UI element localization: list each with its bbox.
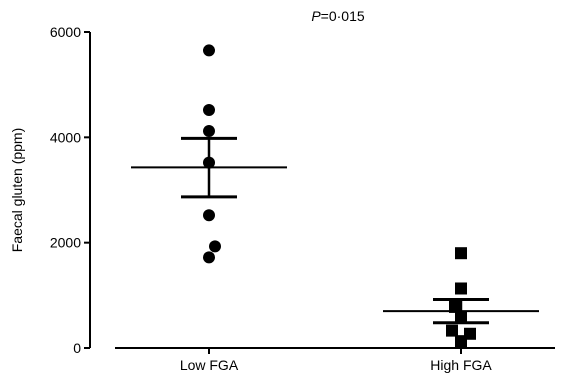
y-axis-title: Faecal gluten (ppm): [9, 128, 25, 253]
data-point: [203, 125, 215, 138]
y-tick-label: 2000: [50, 235, 81, 251]
p-value-text: =0·015: [321, 8, 365, 24]
data-point: [464, 327, 476, 340]
y-tick-label: 6000: [50, 24, 81, 40]
p-value-symbol: P: [311, 8, 321, 24]
data-point: [449, 300, 461, 313]
axes: 0 2000 4000 6000 Low FGA High FGA: [50, 24, 555, 373]
p-value-annotation: P=0·015: [311, 8, 365, 24]
data-point: [446, 324, 458, 337]
data-point: [203, 209, 215, 222]
x-tick-label: Low FGA: [180, 357, 239, 373]
data-point: [203, 103, 215, 116]
data-point: [455, 247, 467, 260]
y-tick-label: 4000: [50, 129, 81, 145]
y-tick-label: 0: [73, 340, 81, 356]
data-point: [455, 282, 467, 295]
data-point: [203, 251, 215, 264]
x-tick-label: High FGA: [430, 357, 492, 373]
chart-marks: [131, 44, 539, 348]
data-point: [203, 44, 215, 57]
data-point: [209, 240, 221, 253]
